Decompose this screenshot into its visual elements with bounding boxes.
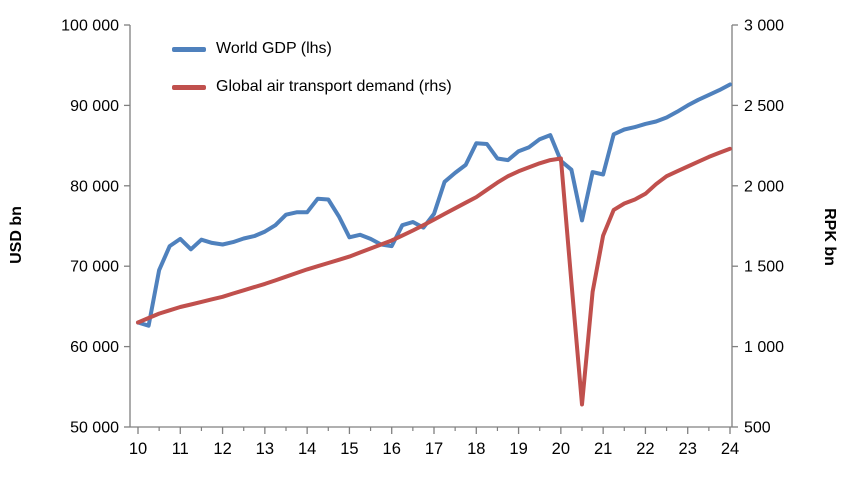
air-transport-line-swatch: [172, 84, 206, 90]
x-axis-tick-label: 18: [467, 440, 485, 458]
legend: World GDP (lhs) Global air transport dem…: [172, 36, 452, 112]
legend-item-world-gdp: World GDP (lhs): [172, 36, 452, 62]
right-axis-tick-label: 1 500: [744, 259, 784, 276]
left-axis-tick-label: 80 000: [70, 178, 119, 195]
legend-item-air-transport: Global air transport demand (rhs): [172, 74, 452, 100]
legend-label-world-gdp: World GDP (lhs): [216, 40, 332, 57]
x-axis-tick-label: 11: [172, 440, 189, 458]
x-axis-tick-label: 12: [213, 440, 231, 458]
series-line-world-gdp: [136, 82, 732, 328]
left-axis-title: USD bn: [8, 206, 25, 264]
x-axis-tick-label: 16: [383, 440, 401, 458]
x-axis-tick-label: 17: [425, 440, 443, 458]
right-axis-tick-label: 2 000: [744, 178, 784, 195]
left-axis-tick-label: 70 000: [70, 259, 119, 276]
right-axis-title: RPK bn: [821, 208, 838, 266]
x-axis-tick-label: 13: [256, 440, 274, 458]
x-axis-tick-label: 21: [594, 440, 612, 458]
series-line-air-transport: [136, 146, 732, 407]
world-gdp-line-swatch: [172, 46, 206, 52]
left-axis-tick-label: 60 000: [70, 339, 119, 356]
left-axis-tick-label: 50 000: [70, 420, 119, 437]
right-axis-tick-label: 1 000: [744, 339, 784, 356]
right-axis-tick-label: 500: [744, 420, 771, 437]
x-axis-tick-label: 14: [298, 440, 316, 458]
x-axis-tick-label: 10: [129, 440, 147, 458]
right-axis-tick-label: 2 500: [744, 98, 784, 115]
x-axis-tick-label: 20: [552, 440, 570, 458]
x-axis-tick-label: 24: [721, 440, 739, 458]
x-axis-tick-label: 22: [636, 440, 654, 458]
left-axis-tick-label: 90 000: [70, 98, 119, 115]
x-axis-tick-label: 23: [679, 440, 697, 458]
left-axis-tick-label: 100 000: [61, 18, 119, 35]
x-axis-tick-label: 19: [509, 440, 527, 458]
legend-label-air-transport: Global air transport demand (rhs): [216, 78, 452, 95]
right-axis-tick-label: 3 000: [744, 18, 784, 35]
x-axis-tick-label: 15: [340, 440, 358, 458]
